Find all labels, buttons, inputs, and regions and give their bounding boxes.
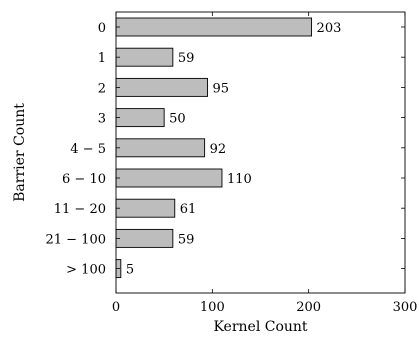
bar-1 — [115, 47, 174, 67]
x-axis-label: Kernel Count — [213, 319, 307, 335]
y-tick-label-0: 0 — [98, 21, 106, 36]
y-tick-label-7: 21 − 100 — [45, 232, 106, 247]
data-label-3: 50 — [169, 112, 186, 127]
data-label-7: 59 — [178, 232, 195, 247]
x-tick-label-2: 200 — [296, 300, 321, 315]
x-tick-label-0: 0 — [112, 300, 120, 315]
data-label-8: 5 — [126, 263, 134, 278]
x-tick-label-3: 300 — [393, 300, 418, 315]
bar-3 — [115, 108, 165, 128]
y-tick-label-2: 2 — [98, 81, 106, 96]
bar-6 — [115, 198, 176, 218]
data-label-1: 59 — [178, 51, 195, 66]
data-label-2: 95 — [213, 81, 230, 96]
y-tick-label-3: 3 — [98, 112, 106, 127]
bar-2 — [115, 77, 208, 97]
data-label-5: 110 — [227, 172, 252, 187]
data-label-4: 92 — [210, 142, 227, 157]
data-label-0: 203 — [317, 21, 342, 36]
y-tick-label-8: > 100 — [66, 263, 106, 278]
x-tick-label-1: 100 — [200, 300, 225, 315]
bar-4 — [115, 138, 206, 158]
axis-ticks: 0 1 2 3 4 − 5 6 − 10 11 − 20 21 − 100 > 100 0 100 2… — [45, 12, 417, 315]
y-tick-label-5: 6 − 10 — [62, 172, 106, 187]
bar-7 — [115, 228, 174, 248]
data-label-6: 61 — [180, 202, 197, 217]
plot-frame — [115, 11, 406, 294]
y-tick-label-6: 11 − 20 — [54, 202, 106, 217]
bar-5 — [115, 168, 223, 188]
bar-0 — [115, 17, 313, 37]
y-tick-label-1: 1 — [98, 51, 106, 66]
y-tick-label-4: 4 − 5 — [70, 142, 106, 157]
y-axis-label: Barrier Count — [12, 103, 28, 202]
